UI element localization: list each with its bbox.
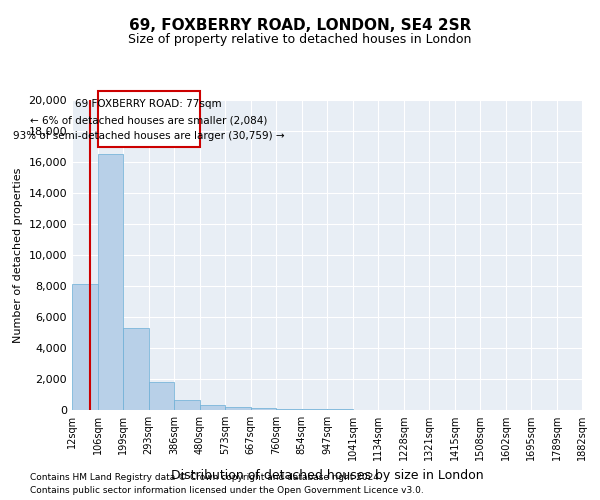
Text: 69, FOXBERRY ROAD, LONDON, SE4 2SR: 69, FOXBERRY ROAD, LONDON, SE4 2SR — [129, 18, 471, 32]
Y-axis label: Number of detached properties: Number of detached properties — [13, 168, 23, 342]
Text: 93% of semi-detached houses are larger (30,759) →: 93% of semi-detached houses are larger (… — [13, 131, 284, 141]
Text: Contains public sector information licensed under the Open Government Licence v3: Contains public sector information licen… — [30, 486, 424, 495]
Bar — [98, 154, 123, 410]
Text: Size of property relative to detached houses in London: Size of property relative to detached ho… — [128, 32, 472, 46]
Text: ← 6% of detached houses are smaller (2,084): ← 6% of detached houses are smaller (2,0… — [30, 116, 268, 126]
Bar — [276, 409, 302, 410]
Bar — [302, 409, 327, 410]
Text: Contains HM Land Registry data © Crown copyright and database right 2024.: Contains HM Land Registry data © Crown c… — [30, 472, 382, 482]
Bar — [123, 328, 149, 410]
Bar — [251, 408, 276, 410]
Bar — [149, 382, 174, 410]
Bar — [174, 400, 200, 410]
Text: 69 FOXBERRY ROAD: 77sqm: 69 FOXBERRY ROAD: 77sqm — [76, 99, 222, 109]
Bar — [200, 404, 225, 410]
X-axis label: Distribution of detached houses by size in London: Distribution of detached houses by size … — [170, 468, 484, 481]
Bar — [225, 406, 251, 410]
FancyBboxPatch shape — [98, 90, 200, 146]
Bar — [72, 284, 98, 410]
